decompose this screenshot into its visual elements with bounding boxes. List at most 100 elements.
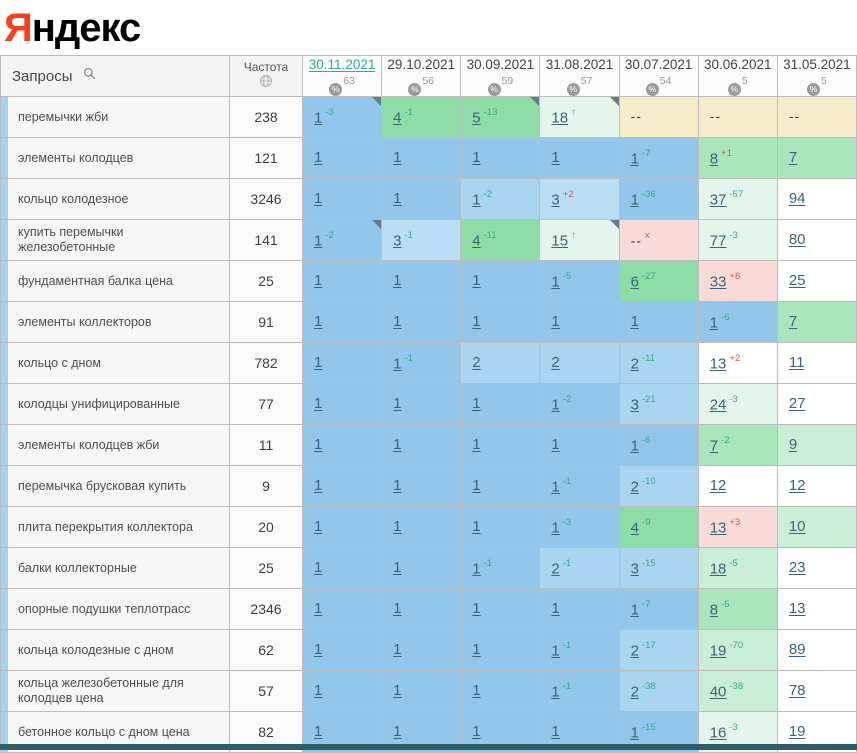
position-link[interactable]: 4 (472, 231, 481, 249)
keyword-cell[interactable]: кольца железобетонные для колодцев цена (0, 670, 230, 713)
position-link[interactable]: 1 (472, 313, 481, 331)
position-link[interactable]: 3 (630, 395, 639, 413)
position-link[interactable]: 1 (393, 436, 402, 454)
bottom-scroll-bar[interactable] (0, 744, 857, 750)
position-link[interactable]: 1 (630, 600, 639, 618)
position-link[interactable]: 24 (709, 395, 727, 413)
position-link[interactable]: 1 (393, 395, 402, 413)
position-link[interactable]: 5 (472, 108, 481, 126)
position-link[interactable]: 4 (630, 518, 639, 536)
position-link[interactable]: 77 (709, 231, 727, 249)
date-link[interactable]: 30.06.2021 (703, 57, 772, 72)
position-link[interactable]: 1 (393, 518, 402, 536)
position-link[interactable]: 1 (314, 723, 323, 741)
position-link[interactable]: 1 (630, 436, 639, 454)
position-link[interactable]: 19 (709, 641, 727, 659)
position-link[interactable]: 4 (393, 108, 402, 126)
position-link[interactable]: 1 (314, 354, 323, 372)
position-link[interactable]: 89 (788, 641, 806, 659)
position-link[interactable]: 1 (472, 559, 481, 577)
position-link[interactable]: 1 (472, 477, 481, 495)
date-link-active[interactable]: 30.11.2021 (308, 57, 376, 72)
keyword-cell[interactable]: плита перекрытия коллектора (0, 506, 230, 549)
position-link[interactable]: 1 (472, 641, 481, 659)
position-link[interactable]: 94 (788, 190, 806, 208)
position-link[interactable]: 1 (551, 436, 560, 454)
position-link[interactable]: 1 (314, 600, 323, 618)
position-link[interactable]: 1 (393, 641, 402, 659)
position-link[interactable]: 33 (709, 272, 727, 290)
position-link[interactable]: 3 (393, 231, 402, 249)
position-link[interactable]: 1 (472, 190, 481, 208)
keyword-cell[interactable]: купить перемычки железобетонные (0, 219, 230, 262)
position-link[interactable]: 1 (393, 600, 402, 618)
position-link[interactable]: 1 (393, 354, 402, 372)
position-link[interactable]: 7 (788, 313, 798, 331)
position-link[interactable]: 1 (393, 190, 402, 208)
date-link[interactable]: 29.10.2021 (387, 57, 455, 72)
keyword-cell[interactable]: элементы колодцев жби (0, 424, 230, 467)
position-link[interactable]: 11 (788, 354, 805, 372)
date-link[interactable]: 30.07.2021 (624, 57, 693, 72)
keyword-cell[interactable]: элементы коллекторов (0, 301, 230, 344)
keyword-cell[interactable]: фундаментная балка цена (0, 260, 230, 303)
position-link[interactable]: 1 (551, 272, 560, 290)
keyword-cell[interactable]: колодцы унифицированные (0, 383, 230, 426)
position-link[interactable]: 1 (314, 395, 323, 413)
position-link[interactable]: 1 (630, 313, 639, 331)
position-link[interactable]: 18 (709, 559, 727, 577)
position-link[interactable]: 1 (314, 436, 323, 454)
date-link[interactable]: 30.09.2021 (466, 57, 535, 72)
position-link[interactable]: 1 (314, 682, 323, 700)
position-link[interactable]: 1 (551, 477, 560, 495)
position-link[interactable]: 2 (472, 354, 481, 372)
position-link[interactable]: 18 (551, 108, 569, 126)
position-link[interactable]: 19 (788, 723, 806, 741)
position-link[interactable]: 2 (551, 559, 560, 577)
position-link[interactable]: 1 (551, 395, 560, 413)
position-link[interactable]: 2 (630, 641, 639, 659)
position-link[interactable]: 8 (709, 600, 719, 618)
position-link[interactable]: 1 (551, 641, 560, 659)
position-link[interactable]: 37 (709, 190, 727, 208)
date-link[interactable]: 31.08.2021 (545, 57, 614, 72)
position-link[interactable]: 80 (788, 231, 806, 249)
position-link[interactable]: 1 (551, 313, 560, 331)
position-link[interactable]: 7 (788, 149, 798, 167)
search-icon[interactable] (83, 67, 96, 84)
position-link[interactable]: 8 (709, 149, 719, 167)
position-link[interactable]: 78 (788, 682, 806, 700)
keyword-cell[interactable]: перемычка брусковая купить (0, 465, 230, 508)
position-link[interactable]: 13 (709, 354, 727, 372)
position-link[interactable]: 1 (472, 600, 481, 618)
position-link[interactable]: 40 (709, 682, 727, 700)
position-link[interactable]: 23 (788, 559, 806, 577)
position-link[interactable]: 1 (472, 436, 481, 454)
position-link[interactable]: 1 (314, 477, 323, 495)
position-link[interactable]: 1 (393, 272, 402, 290)
position-link[interactable]: 1 (314, 231, 323, 249)
position-link[interactable]: 2 (630, 354, 639, 372)
position-link[interactable]: 1 (551, 723, 560, 741)
keyword-cell[interactable]: кольца колодезные с дном (0, 629, 230, 672)
position-link[interactable]: 1 (551, 600, 560, 618)
keyword-cell[interactable]: балки коллекторные (0, 547, 230, 590)
position-link[interactable]: 1 (314, 272, 323, 290)
position-link[interactable]: 1 (314, 313, 323, 331)
date-link[interactable]: 31.05.2021 (783, 57, 851, 72)
position-link[interactable]: 1 (393, 723, 402, 741)
keyword-cell[interactable]: перемычки жби (0, 96, 230, 139)
keyword-cell[interactable]: опорные подушки теплотрасс (0, 588, 230, 631)
position-link[interactable]: 1 (314, 641, 323, 659)
keyword-cell[interactable]: кольцо колодезное (0, 178, 230, 221)
position-link[interactable]: 7 (709, 436, 719, 454)
position-link[interactable]: 10 (788, 518, 806, 536)
position-link[interactable]: 25 (788, 272, 806, 290)
position-link[interactable]: 1 (630, 190, 639, 208)
position-link[interactable]: 2 (630, 477, 639, 495)
position-link[interactable]: 1 (393, 149, 402, 167)
position-link[interactable]: 1 (472, 723, 481, 741)
position-link[interactable]: 1 (393, 313, 402, 331)
keyword-cell[interactable]: кольцо с дном (0, 342, 230, 385)
keyword-cell[interactable]: элементы колодцев (0, 137, 230, 180)
